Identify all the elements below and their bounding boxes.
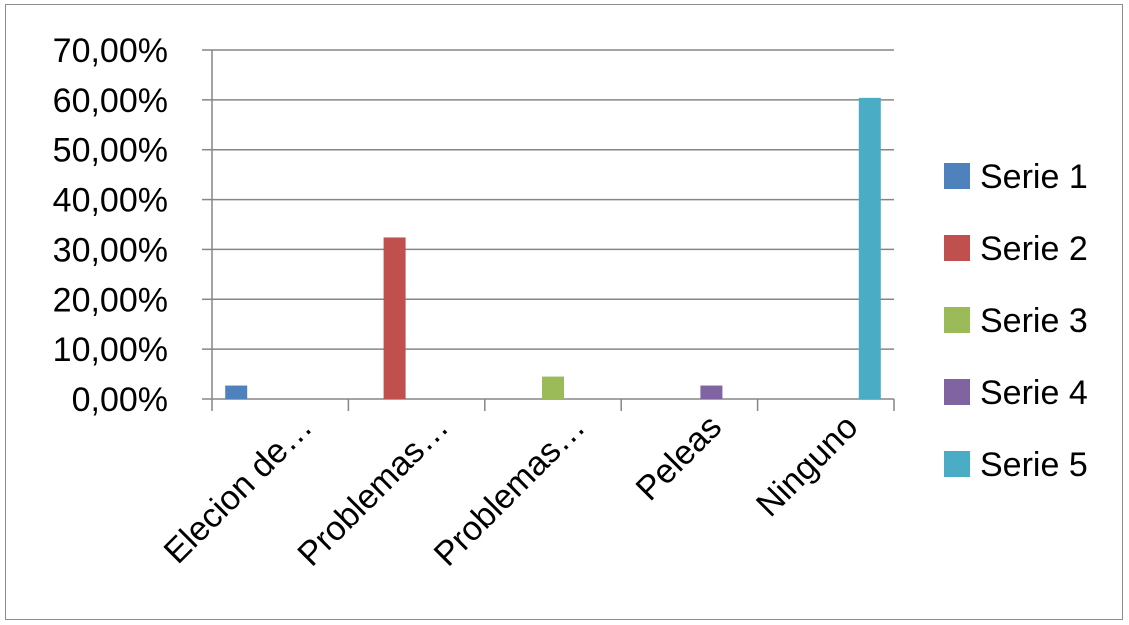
bar-serie-2: [383, 237, 406, 399]
legend-label: Serie 5: [980, 446, 1088, 484]
y-tick-label: 50,00%: [53, 132, 168, 170]
y-tick-label: 0,00%: [72, 381, 168, 419]
chart-frame: [5, 4, 1123, 620]
legend-swatch: [944, 451, 970, 477]
legend-swatch: [944, 379, 970, 405]
legend-label: Serie 2: [980, 230, 1088, 268]
legend-swatch: [944, 235, 970, 261]
bar-serie-3: [542, 376, 564, 399]
bar-serie-4: [700, 385, 723, 399]
legend: Serie 1 Serie 2 Serie 3 Serie 4 Serie 5: [944, 158, 1088, 484]
y-tick-label: 40,00%: [53, 182, 168, 220]
legend-label: Serie 4: [980, 374, 1088, 412]
x-category-label: Peleas: [629, 408, 729, 508]
y-tick-label: 10,00%: [53, 331, 168, 369]
bars: [225, 97, 881, 399]
axes: [202, 49, 895, 411]
legend-swatch: [944, 163, 970, 189]
bar-serie-1: [225, 385, 248, 399]
bar-serie-5: [858, 97, 881, 399]
legend-label: Serie 1: [980, 158, 1088, 196]
x-category-label: Ninguno: [749, 408, 865, 524]
legend-label: Serie 3: [980, 302, 1088, 340]
axis-labels: 0,00% 10,00% 20,00% 30,00% 40,00% 50,00% 60,00…: [53, 32, 866, 574]
gridlines: [212, 49, 894, 350]
legend-swatch: [944, 307, 970, 333]
y-tick-label: 20,00%: [53, 281, 168, 319]
y-tick-label: 60,00%: [53, 82, 168, 120]
y-tick-label: 70,00%: [53, 32, 168, 70]
y-tick-label: 30,00%: [53, 231, 168, 269]
